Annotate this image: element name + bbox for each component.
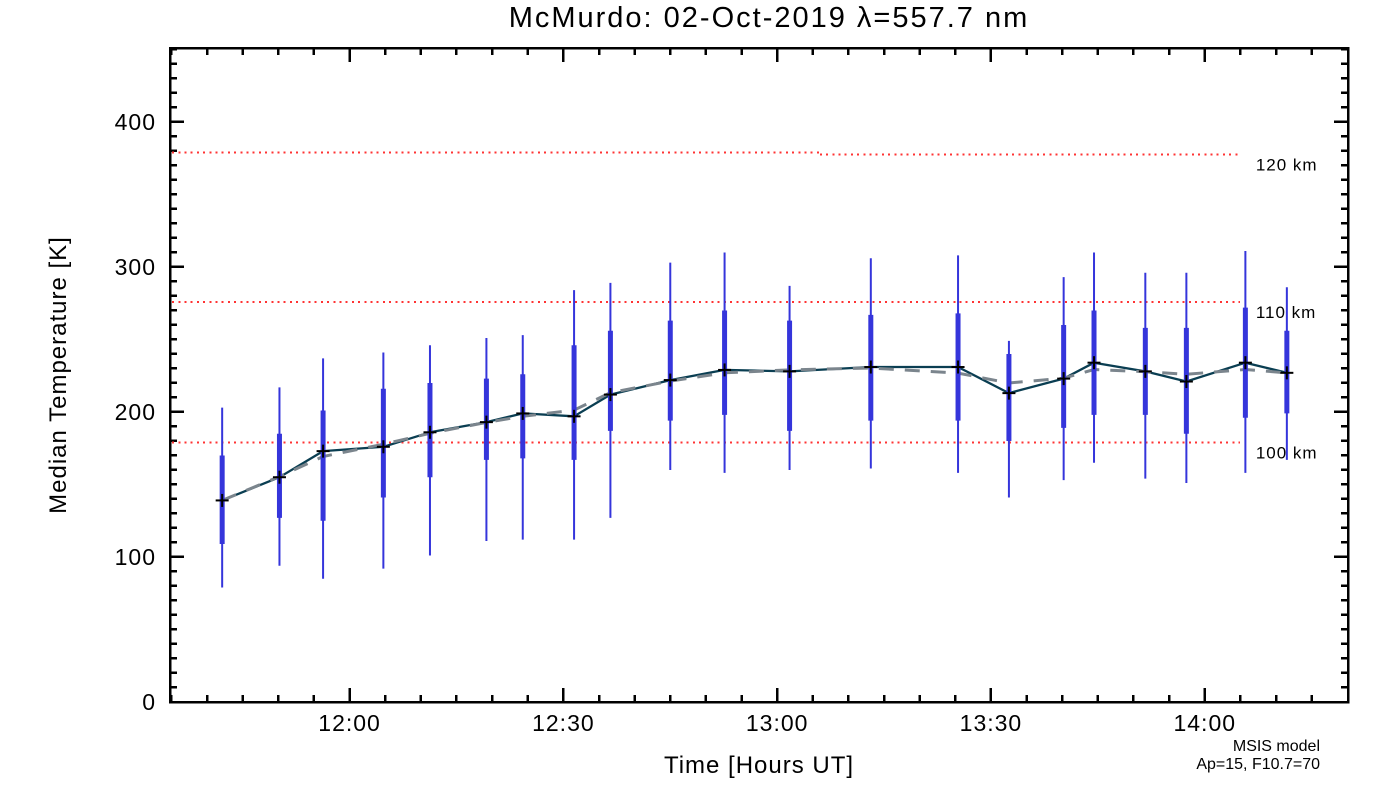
data-marker [516, 406, 530, 420]
data-marker [1138, 364, 1152, 378]
data-marker [663, 373, 677, 387]
data-marker [567, 409, 581, 423]
x-tick-label: 12:30 [532, 710, 595, 736]
data-series [215, 251, 1294, 588]
altitude-label-120km: 120 km [1256, 156, 1318, 175]
labels: 0 100 200 300 400 12:00 12:30 13:00 13:30 14:00 12… [45, 2, 1320, 779]
data-marker [1087, 356, 1101, 370]
data-marker [215, 493, 229, 507]
msis-altitude-lines [172, 151, 1240, 444]
x-tick-label: 12:00 [318, 710, 381, 736]
data-marker [864, 360, 878, 374]
data-marker [272, 470, 286, 484]
y-tick-label: 300 [115, 254, 156, 280]
y-tick-label: 100 [115, 544, 156, 570]
data-marker [376, 440, 390, 454]
data-marker [1238, 356, 1252, 370]
y-tick-label: 0 [142, 689, 156, 715]
data-marker [783, 364, 797, 378]
data-marker [1057, 372, 1071, 386]
data-marker [1002, 386, 1016, 400]
altitude-label-100km: 100 km [1256, 443, 1318, 462]
y-axis-label: Median Temperature [K] [45, 236, 72, 514]
chart-title: McMurdo: 02-Oct-2019 λ=557.7 nm [509, 2, 1030, 34]
data-marker [423, 425, 437, 439]
data-marker [479, 415, 493, 429]
msis-note-line2: Ap=15, F10.7=70 [1196, 756, 1320, 773]
msis-note-line1: MSIS model [1233, 738, 1320, 755]
altitude-label-110km: 110 km [1256, 303, 1317, 322]
x-tick-label: 13:30 [960, 710, 1023, 736]
data-marker [603, 388, 617, 402]
y-tick-label: 200 [115, 399, 156, 425]
x-tick-label: 14:00 [1173, 710, 1236, 736]
x-tick-label: 13:00 [746, 710, 809, 736]
y-tick-label: 400 [115, 109, 156, 135]
data-marker [316, 444, 330, 458]
axes-frame [168, 46, 1350, 704]
data-marker [718, 363, 732, 377]
x-axis-label: Time [Hours UT] [664, 752, 854, 779]
data-marker [951, 360, 965, 374]
plot-border [168, 46, 1350, 704]
data-marker [1179, 375, 1193, 389]
data-marker [1280, 366, 1294, 380]
